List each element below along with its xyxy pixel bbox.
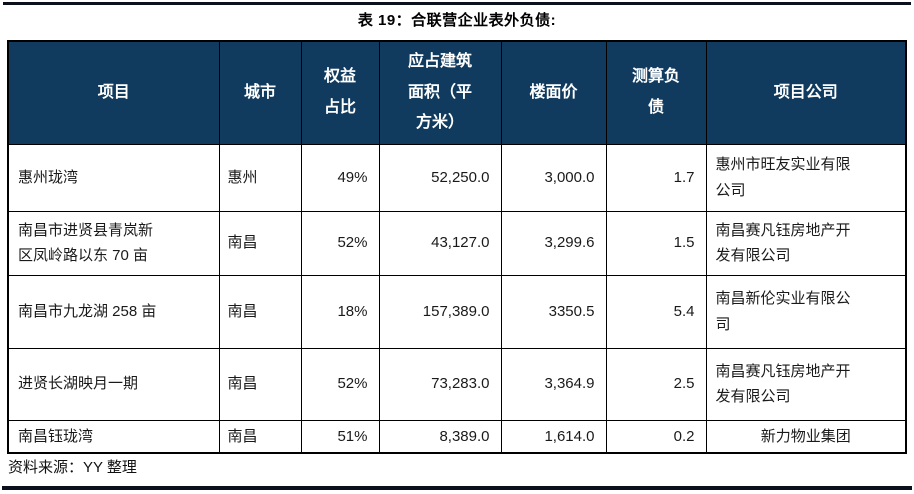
- top-divider-rule: [3, 2, 911, 5]
- cell-company: 南昌赛凡钰房地产开 发有限公司: [705, 347, 907, 421]
- cell-city: 南昌: [218, 347, 302, 421]
- cell-equity-ratio: 52%: [300, 347, 380, 421]
- cell-area: 52,250.0: [378, 143, 502, 212]
- cell-company: 新力物业集团: [705, 419, 907, 454]
- cell-estimated-debt: 1.7: [605, 143, 707, 212]
- cell-project: 南昌钰珑湾: [7, 419, 220, 454]
- cell-city: 惠州: [218, 143, 302, 212]
- cell-equity-ratio: 51%: [300, 419, 380, 454]
- cell-area: 157,389.0: [378, 274, 502, 349]
- cell-project: 进贤长湖映月一期: [7, 347, 220, 421]
- cell-floor-price: 3,364.9: [500, 347, 607, 421]
- header-cell-city: 城市: [218, 40, 302, 145]
- table-row: 南昌钰珑湾 南昌 51% 8,389.0 1,614.0 0.2 新力物业集团: [7, 419, 907, 454]
- cell-floor-price: 3,299.6: [500, 210, 607, 276]
- cell-city: 南昌: [218, 419, 302, 454]
- cell-estimated-debt: 5.4: [605, 274, 707, 349]
- header-cell-area: 应占建筑 面积（平 方米）: [378, 40, 502, 145]
- table-title: 表 19：合联营企业表外负债:: [357, 12, 557, 29]
- cell-city: 南昌: [218, 210, 302, 276]
- cell-floor-price: 1,614.0: [500, 419, 607, 454]
- cell-company: 南昌新伦实业有限公 司: [705, 274, 907, 349]
- cell-company: 惠州市旺友实业有限 公司: [705, 143, 907, 212]
- cell-estimated-debt: 1.5: [605, 210, 707, 276]
- header-cell-company: 项目公司: [705, 40, 907, 145]
- cell-company: 南昌赛凡钰房地产开 发有限公司: [705, 210, 907, 276]
- table-row: 惠州珑湾 惠州 49% 52,250.0 3,000.0 1.7 惠州市旺友实业…: [7, 143, 907, 212]
- source-note: 资料来源：YY 整理: [8, 459, 137, 476]
- table-row: 进贤长湖映月一期 南昌 52% 73,283.0 3,364.9 2.5 南昌赛…: [7, 347, 907, 421]
- offbalance-liabilities-table: 项目 城市 权益 占比 应占建筑 面积（平 方米） 楼面价 测算负 债 项目公司…: [7, 40, 907, 454]
- table-row: 南昌市进贤县青岚新 区凤岭路以东 70 亩 南昌 52% 43,127.0 3,…: [7, 210, 907, 276]
- header-cell-estimated-debt: 测算负 债: [605, 40, 707, 145]
- cell-estimated-debt: 0.2: [605, 419, 707, 454]
- cell-city: 南昌: [218, 274, 302, 349]
- cell-project: 惠州珑湾: [7, 143, 220, 212]
- header-cell-equity-ratio: 权益 占比: [300, 40, 380, 145]
- table-row: 南昌市九龙湖 258 亩 南昌 18% 157,389.0 3350.5 5.4…: [7, 274, 907, 349]
- header-cell-project: 项目: [7, 40, 220, 145]
- table-header-row: 项目 城市 权益 占比 应占建筑 面积（平 方米） 楼面价 测算负 债 项目公司: [7, 40, 907, 145]
- cell-floor-price: 3350.5: [500, 274, 607, 349]
- header-cell-floor-price: 楼面价: [500, 40, 607, 145]
- cell-equity-ratio: 18%: [300, 274, 380, 349]
- cell-equity-ratio: 52%: [300, 210, 380, 276]
- bottom-divider-rule: [2, 486, 912, 490]
- cell-estimated-debt: 2.5: [605, 347, 707, 421]
- table-container: 项目 城市 权益 占比 应占建筑 面积（平 方米） 楼面价 测算负 债 项目公司…: [7, 40, 907, 454]
- cell-equity-ratio: 49%: [300, 143, 380, 212]
- cell-area: 43,127.0: [378, 210, 502, 276]
- cell-area: 73,283.0: [378, 347, 502, 421]
- cell-project: 南昌市进贤县青岚新 区凤岭路以东 70 亩: [7, 210, 220, 276]
- cell-area: 8,389.0: [378, 419, 502, 454]
- cell-floor-price: 3,000.0: [500, 143, 607, 212]
- cell-project: 南昌市九龙湖 258 亩: [7, 274, 220, 349]
